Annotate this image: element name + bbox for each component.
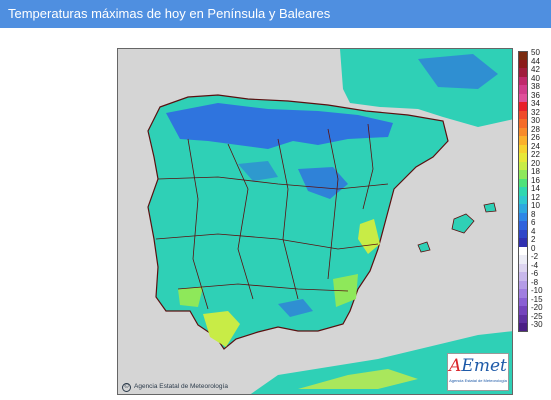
legend-label: -10 xyxy=(531,286,543,295)
legend-swatch xyxy=(518,161,528,170)
legend-swatch xyxy=(518,280,528,289)
north-africa-warm-zone xyxy=(298,369,418,389)
legend-swatch xyxy=(518,289,528,298)
north-africa xyxy=(250,331,512,394)
legend-label: 50 xyxy=(531,48,540,57)
legend-label: 40 xyxy=(531,73,540,83)
legend-label: 12 xyxy=(531,192,540,202)
legend-label: -15 xyxy=(531,294,543,304)
legend-swatch xyxy=(518,306,528,315)
legend-label: 38 xyxy=(531,82,540,91)
portugal-south-warm-zone xyxy=(178,287,203,307)
legend-swatch xyxy=(518,119,528,128)
north-cool-zone xyxy=(166,103,393,149)
legend-label: 32 xyxy=(531,107,540,117)
legend-swatch xyxy=(518,272,528,281)
province-borders xyxy=(155,123,389,310)
legend-swatch xyxy=(518,85,528,94)
legend-swatch xyxy=(518,153,528,162)
aemet-logo-mark: AEmet xyxy=(449,356,507,376)
legend-swatch xyxy=(518,110,528,119)
legend-label: 42 xyxy=(531,65,540,74)
legend-label: 2 xyxy=(531,235,536,244)
southwest-warm-zone xyxy=(203,311,240,347)
legend-label: 28 xyxy=(531,124,540,134)
legend-swatch xyxy=(518,178,528,187)
legend-label: 22 xyxy=(531,150,540,159)
legend-labels: 50 44 42 40 38 36 34 32 30 28 26 24 22 20 18 16 14 12 10 8 6… xyxy=(531,48,543,330)
legend-swatch xyxy=(518,314,528,323)
legend-label: -20 xyxy=(531,303,543,312)
legend-label: 18 xyxy=(531,167,540,176)
central-cool-zone xyxy=(298,167,348,199)
legend-swatch xyxy=(518,93,528,102)
legend-swatch xyxy=(518,255,528,264)
legend-swatch xyxy=(518,221,528,230)
aemet-logo: AEmet Agencia Estatal de Meteorología xyxy=(447,353,509,391)
south-cool-zone xyxy=(278,299,313,317)
temperature-map: © Agencia Estatal de Meteorología AEmet A… xyxy=(117,48,513,395)
page-title: Temperaturas máximas de hoy en Península… xyxy=(8,6,331,21)
legend-label: 24 xyxy=(531,141,540,151)
legend-swatch xyxy=(518,263,528,272)
legend-label: 6 xyxy=(531,218,536,227)
valencia-warm-zone xyxy=(358,219,380,254)
legend-label: -6 xyxy=(531,269,539,278)
legend-label: -2 xyxy=(531,252,539,261)
legend-swatch xyxy=(518,136,528,145)
ibiza xyxy=(417,241,431,253)
mallorca xyxy=(451,213,475,234)
legend-label: -8 xyxy=(531,277,539,287)
legend-swatch xyxy=(518,229,528,238)
legend-label: 4 xyxy=(531,226,536,236)
legend-label: 10 xyxy=(531,201,540,210)
map-copyright: © Agencia Estatal de Meteorología xyxy=(122,383,228,392)
legend-label: 34 xyxy=(531,99,540,108)
aemet-logo-subtitle: Agencia Estatal de Meteorología xyxy=(449,378,507,383)
legend-swatch xyxy=(518,102,528,111)
legend-label: 14 xyxy=(531,184,540,193)
legend-swatch xyxy=(518,246,528,255)
legend-swatch xyxy=(518,238,528,247)
legend-swatch xyxy=(518,144,528,153)
legend-label: -30 xyxy=(531,320,543,329)
legend-swatch xyxy=(518,170,528,179)
legend-label: 20 xyxy=(531,158,540,168)
legend-label: 30 xyxy=(531,116,540,125)
legend-swatch xyxy=(518,323,528,332)
legend-label: 36 xyxy=(531,90,540,100)
legend-swatch xyxy=(518,204,528,213)
menorca xyxy=(483,202,497,213)
legend-swatch xyxy=(518,68,528,77)
west-cool-zone xyxy=(238,161,278,181)
legend-swatch xyxy=(518,59,528,68)
legend-swatch xyxy=(518,187,528,196)
page-header: Temperaturas máximas de hoy en Península… xyxy=(0,0,551,28)
legend-swatch xyxy=(518,76,528,85)
legend-label: 8 xyxy=(531,209,536,219)
legend-label: 0 xyxy=(531,243,536,253)
legend-swatch xyxy=(518,212,528,221)
legend-swatch xyxy=(518,127,528,136)
legend-label: 16 xyxy=(531,175,540,185)
legend-swatch xyxy=(518,195,528,204)
color-legend xyxy=(518,51,528,332)
legend-label: 44 xyxy=(531,56,540,66)
legend-label: -4 xyxy=(531,260,539,270)
france-cool-zone xyxy=(418,54,498,89)
legend-label: -25 xyxy=(531,311,543,321)
legend-swatch xyxy=(518,51,528,60)
map-svg xyxy=(118,49,512,394)
legend-swatch xyxy=(518,297,528,306)
legend-label: 26 xyxy=(531,133,540,142)
